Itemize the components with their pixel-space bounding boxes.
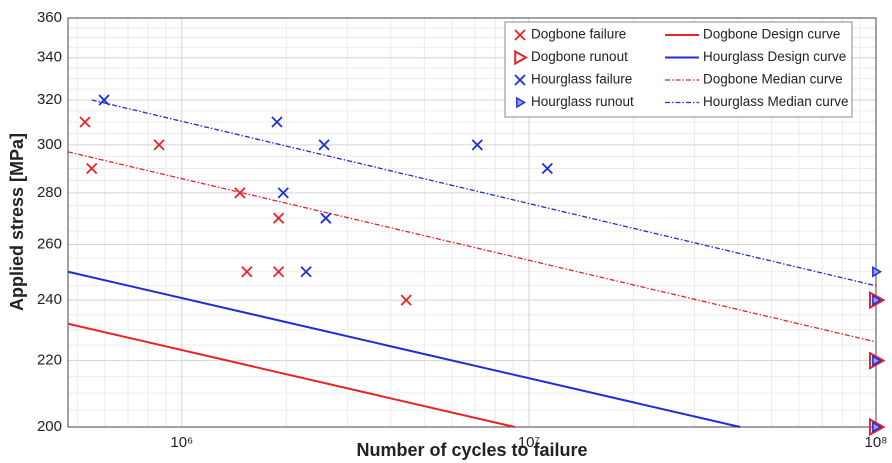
curve xyxy=(91,99,877,287)
legend-label: Hourglass runout xyxy=(531,94,634,109)
y-tick-label: 200 xyxy=(37,418,62,435)
marker xyxy=(471,139,483,151)
marker-shape xyxy=(471,139,483,151)
marker xyxy=(300,266,312,278)
marker-shape xyxy=(300,266,312,278)
marker xyxy=(872,421,882,433)
y-tick-label: 220 xyxy=(37,352,62,369)
marker xyxy=(86,162,98,175)
legend-label: Hourglass Design curve xyxy=(703,49,846,64)
marker xyxy=(320,212,332,224)
marker-shape xyxy=(514,49,529,66)
marker xyxy=(869,290,886,310)
y-axis-title: Applied stress [MPa] xyxy=(7,133,27,311)
y-tick-label: 320 xyxy=(37,91,62,108)
x-tick-label: 10⁶ xyxy=(170,434,193,451)
marker xyxy=(869,417,886,437)
marker-shape xyxy=(86,162,98,175)
marker-shape xyxy=(277,187,289,199)
y-tick-label: 360 xyxy=(37,9,62,26)
marker-shape xyxy=(514,74,526,86)
marker xyxy=(872,294,882,306)
legend-label: Dogbone runout xyxy=(531,49,628,64)
marker xyxy=(98,94,110,106)
marker xyxy=(272,266,285,278)
marker-shape xyxy=(869,351,886,370)
marker-shape xyxy=(272,212,285,224)
marker xyxy=(79,116,91,128)
marker-shape xyxy=(153,139,165,151)
marker-shape xyxy=(541,162,553,175)
marker xyxy=(514,49,529,66)
marker-shape xyxy=(79,116,91,128)
legend-label: Dogbone Design curve xyxy=(703,27,840,42)
marker xyxy=(234,187,246,199)
marker-shape xyxy=(869,290,886,310)
legend-box xyxy=(504,21,853,118)
y-tick-label: 240 xyxy=(37,291,62,308)
marker-shape xyxy=(869,417,886,437)
legend-label: Hourglass failure xyxy=(531,72,632,87)
marker xyxy=(400,294,412,306)
marker-shape xyxy=(872,265,882,278)
marker-shape xyxy=(271,116,283,128)
marker xyxy=(272,212,285,224)
marker xyxy=(241,266,253,278)
marker xyxy=(869,351,886,370)
marker xyxy=(271,116,283,128)
y-tick-label: 260 xyxy=(37,235,62,252)
y-tick-label: 300 xyxy=(37,136,62,153)
x-tick-label: 10⁸ xyxy=(864,434,887,451)
marker xyxy=(516,96,526,109)
marker xyxy=(541,162,553,175)
legend: Dogbone failure Dogbone runout Hourglass f… xyxy=(504,21,853,118)
marker xyxy=(872,265,882,278)
y-tick-label: 340 xyxy=(37,49,62,66)
marker-shape xyxy=(400,294,412,306)
curve xyxy=(67,270,741,428)
curve xyxy=(67,151,877,343)
x-tick-label: 10⁷ xyxy=(518,434,540,451)
plot-frame xyxy=(67,17,877,428)
marker-shape xyxy=(98,94,110,106)
marker xyxy=(872,354,882,367)
x-axis-title: Number of cycles to failure xyxy=(356,440,587,460)
marker-shape xyxy=(872,294,882,306)
legend-label: Hourglass Median curve xyxy=(703,94,849,109)
legend-label: Dogbone failure xyxy=(531,27,626,42)
marker xyxy=(153,139,165,151)
marker xyxy=(318,139,330,151)
marker-shape xyxy=(516,96,526,109)
marker xyxy=(277,187,289,199)
marker-shape xyxy=(872,421,882,433)
marker-shape xyxy=(241,266,253,278)
marker xyxy=(514,74,526,86)
marker-shape xyxy=(514,29,526,41)
curve xyxy=(67,322,515,428)
y-tick-label: 280 xyxy=(37,184,62,201)
marker-shape xyxy=(234,187,246,199)
marker xyxy=(514,29,526,41)
marker-shape xyxy=(872,354,882,367)
marker-shape xyxy=(318,139,330,151)
legend-label: Dogbone Median curve xyxy=(703,72,843,87)
marker-shape xyxy=(320,212,332,224)
marker-shape xyxy=(272,266,285,278)
